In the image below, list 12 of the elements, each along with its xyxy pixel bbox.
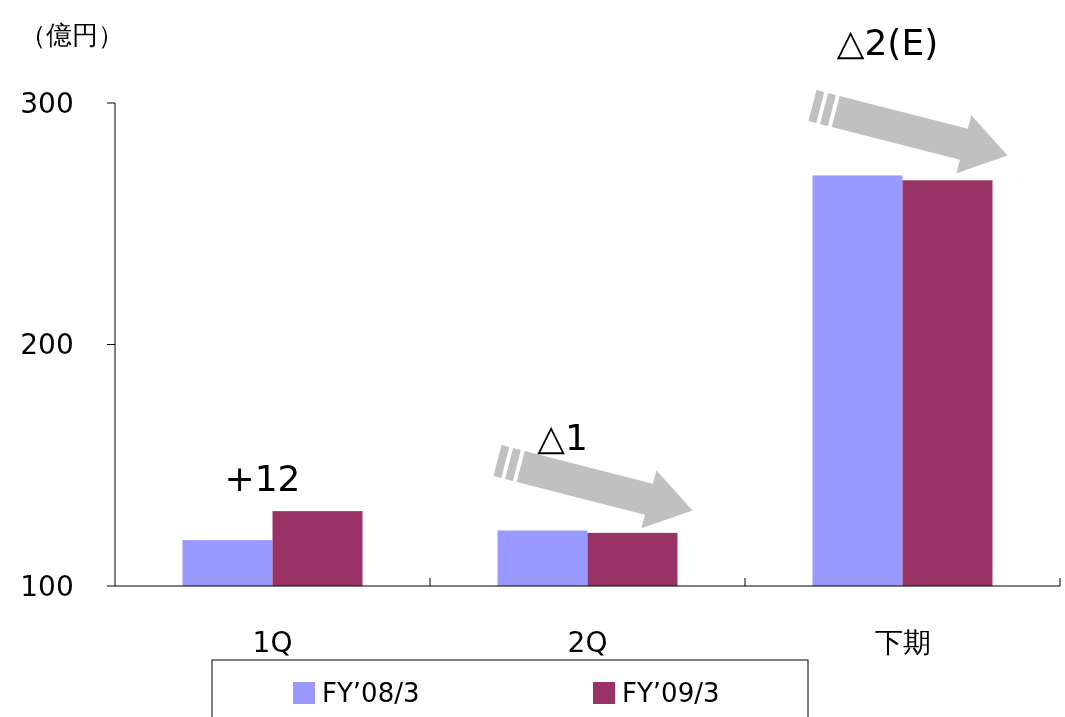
x-tick-label: 2Q	[567, 626, 608, 659]
legend-label: FY’09/3	[622, 678, 720, 708]
x-tick-label: 下期	[874, 626, 931, 659]
text: △2(E)	[836, 22, 939, 64]
legend-label: FY’08/3	[322, 678, 420, 708]
y-axis-title: （億円）	[20, 20, 124, 50]
x-tick-label: 1Q	[252, 626, 293, 659]
y-tick-label: 200	[20, 328, 74, 362]
y-tick-label: 100	[20, 569, 74, 603]
annotation: △1	[537, 417, 588, 459]
annotation: +12	[224, 458, 301, 500]
y-tick-label: 300	[20, 86, 74, 120]
